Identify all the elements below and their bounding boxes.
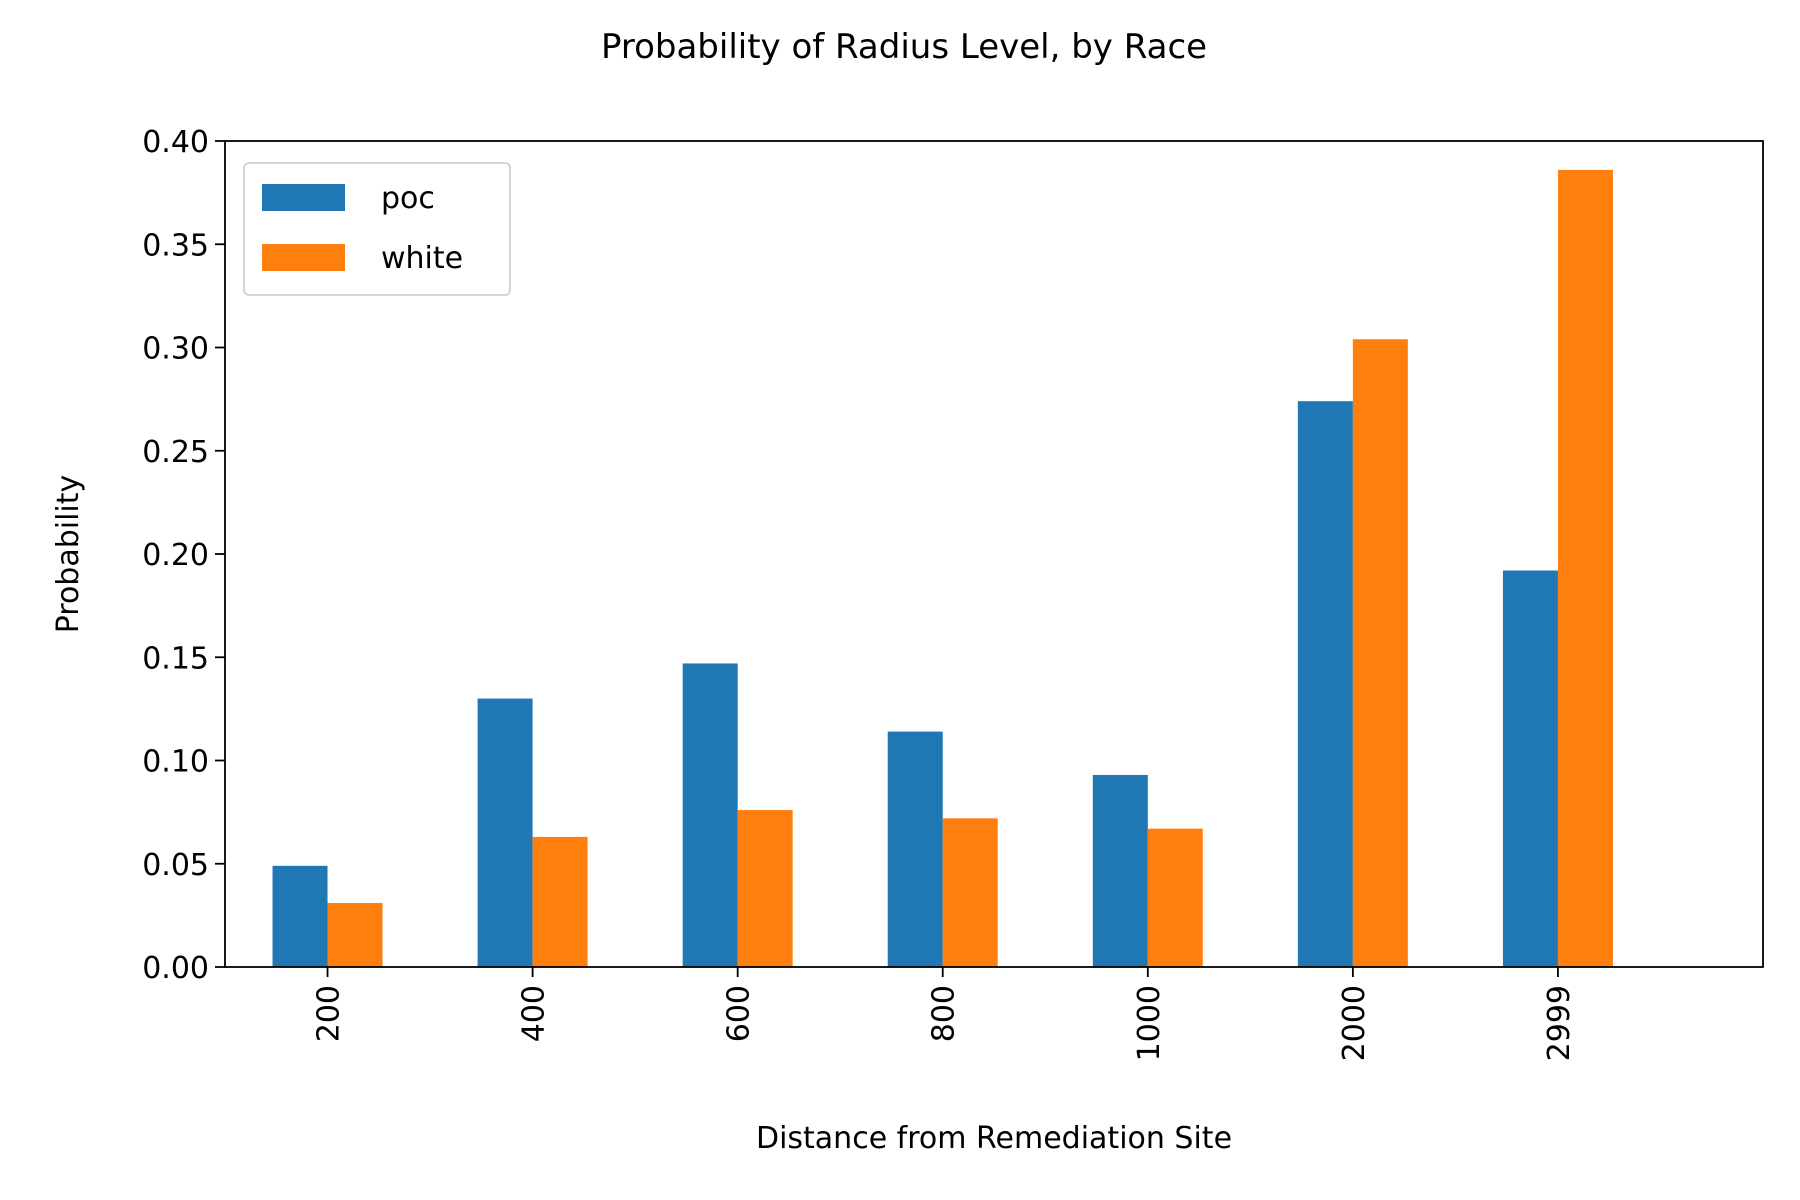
legend-label-poc: poc: [381, 181, 435, 216]
x-axis: 200 400 600 800 1000 2000 2999: [312, 967, 1577, 1061]
x-tick-label: 2000: [1337, 985, 1372, 1061]
y-axis-label: Probability: [51, 475, 86, 634]
y-axis: 0.00 0.05 0.10 0.15 0.20 0.25 0.30 0.35 0.40: [142, 125, 225, 986]
legend-swatch-white: [262, 244, 345, 271]
legend: poc white: [243, 162, 511, 296]
bar-white-200: [327, 902, 383, 967]
bar-poc-400: [477, 698, 533, 967]
y-tick-label: 0.40: [142, 125, 209, 160]
bar-poc-1000: [1092, 774, 1148, 967]
chart-title: Probability of Radius Level, by Race: [601, 27, 1207, 67]
bars-group: [272, 169, 1613, 967]
bar-poc-200: [272, 865, 328, 967]
bar-white-800: [942, 818, 998, 967]
bar-poc-2999: [1502, 570, 1558, 967]
x-tick-label: 600: [722, 985, 757, 1042]
y-tick-label: 0.30: [142, 332, 209, 367]
bar-white-1000: [1147, 828, 1203, 967]
bar-poc-600: [682, 663, 738, 967]
y-tick-label: 0.35: [142, 228, 209, 263]
x-tick-label: 200: [312, 985, 347, 1042]
y-tick-label: 0.20: [142, 538, 209, 573]
bar-poc-2000: [1297, 401, 1353, 967]
bar-poc-800: [887, 731, 943, 967]
y-tick-label: 0.15: [142, 641, 209, 676]
x-tick-label: 1000: [1132, 985, 1167, 1061]
y-tick-label: 0.25: [142, 435, 209, 470]
x-tick-label: 400: [517, 985, 552, 1042]
bar-white-2999: [1557, 169, 1613, 967]
y-tick-label: 0.10: [142, 745, 209, 780]
bar-white-2000: [1352, 339, 1408, 967]
bar-white-400: [532, 836, 588, 967]
y-tick-label: 0.05: [142, 848, 209, 883]
x-tick-label: 800: [927, 985, 962, 1042]
plot-frame: [224, 140, 1764, 968]
x-tick-label: 2999: [1542, 985, 1577, 1061]
legend-label-white: white: [381, 241, 463, 276]
y-tick-label: 0.00: [142, 951, 209, 986]
x-axis-label: Distance from Remediation Site: [756, 1121, 1232, 1156]
legend-swatch-poc: [262, 184, 345, 211]
bar-white-600: [737, 810, 793, 967]
legend-box: [243, 162, 511, 296]
